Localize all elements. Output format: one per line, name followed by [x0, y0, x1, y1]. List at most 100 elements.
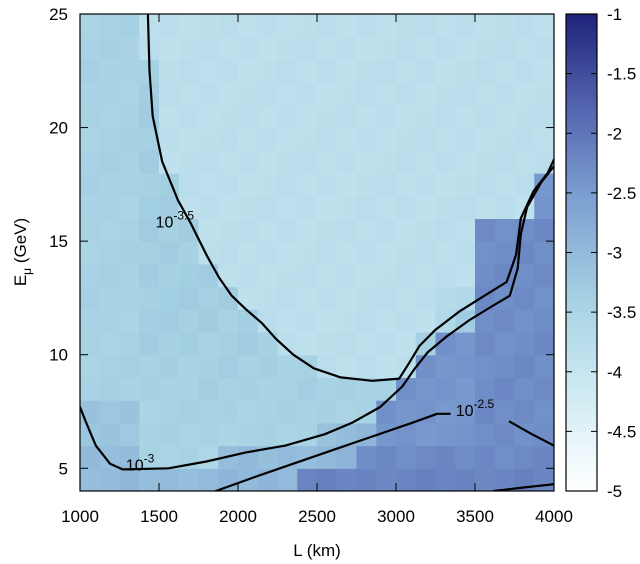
heatmap-cell	[277, 263, 298, 288]
heatmap-cell	[80, 150, 101, 174]
heatmap-cell	[396, 445, 417, 469]
heatmap-cell	[297, 150, 318, 174]
heatmap-cell	[356, 286, 377, 310]
heatmap-cell	[317, 400, 338, 424]
heatmap-cell	[514, 400, 535, 424]
heatmap-cell	[80, 14, 101, 38]
heatmap-cell	[455, 173, 476, 197]
heatmap-cell	[139, 400, 160, 424]
heatmap-cell	[317, 127, 338, 151]
heatmap-cell	[238, 59, 259, 83]
heatmap-cell	[336, 332, 358, 356]
heatmap-cell	[494, 377, 516, 401]
heatmap-cell	[277, 354, 298, 379]
heatmap-cell	[80, 36, 101, 61]
heatmap-cell	[198, 59, 219, 83]
heatmap-cell	[297, 127, 318, 151]
heatmap-cell	[119, 59, 140, 83]
heatmap-cell	[119, 82, 140, 106]
heatmap-cell	[494, 445, 516, 469]
heatmap-cell	[80, 104, 101, 129]
heatmap-cell	[139, 218, 160, 242]
heatmap-cell	[198, 173, 219, 197]
heatmap-cell	[198, 127, 219, 151]
heatmap-cell	[159, 241, 180, 265]
heatmap-cell	[178, 82, 200, 106]
heatmap-cell	[455, 332, 476, 356]
heatmap-cell	[435, 445, 456, 469]
heatmap-cell	[455, 59, 476, 83]
heatmap-cell	[475, 332, 496, 356]
heatmap-cell	[415, 377, 437, 401]
heatmap-cell	[396, 263, 417, 288]
heatmap-cell	[277, 82, 298, 106]
heatmap-cell	[317, 422, 338, 447]
heatmap-cell	[435, 332, 456, 356]
heatmap-cell	[336, 241, 358, 265]
heatmap-cell	[178, 104, 200, 129]
heatmap-cell	[297, 241, 318, 265]
heatmap-cell	[178, 59, 200, 83]
heatmap-cell	[238, 104, 259, 129]
heatmap-cell	[80, 127, 101, 151]
colorbar-tick-label: -3	[607, 244, 622, 263]
heatmap-cell	[159, 286, 180, 310]
heatmap-cell	[80, 354, 101, 379]
heatmap-cell	[119, 400, 140, 424]
heatmap-cell	[277, 127, 298, 151]
heatmap-cell	[297, 218, 318, 242]
heatmap-cell	[494, 82, 516, 106]
heatmap-cell	[455, 263, 476, 288]
heatmap-cell	[297, 36, 318, 61]
heatmap-cell	[514, 14, 535, 38]
heatmap-cell	[80, 218, 101, 242]
heatmap-cell	[514, 150, 535, 174]
heatmap-cell	[139, 422, 160, 447]
heatmap-cell	[119, 377, 140, 401]
heatmap-cells	[80, 14, 554, 491]
heatmap-cell	[336, 14, 358, 38]
heatmap-cell	[257, 445, 279, 469]
contour-label: 10-3	[126, 452, 155, 475]
heatmap-cell	[494, 36, 516, 61]
colorbar-tick-label: -4	[607, 363, 622, 382]
heatmap-cell	[415, 354, 437, 379]
heatmap-cell	[198, 445, 219, 469]
heatmap-cell	[257, 354, 279, 379]
heatmap-cell	[494, 173, 516, 197]
heatmap-cell	[277, 173, 298, 197]
contour-line	[492, 483, 554, 491]
heatmap-cell	[139, 241, 160, 265]
heatmap-cell	[139, 354, 160, 379]
heatmap-cell	[198, 150, 219, 174]
heatmap-cell	[435, 241, 456, 265]
heatmap-cell	[415, 14, 437, 38]
heatmap-cell	[494, 218, 516, 242]
heatmap-cell	[356, 354, 377, 379]
heatmap-cell	[218, 241, 239, 265]
heatmap-cell	[178, 286, 200, 310]
heatmap-cell	[159, 82, 180, 106]
heatmap-cell	[317, 286, 338, 310]
heatmap-cell	[376, 241, 397, 265]
heatmap-cell	[396, 332, 417, 356]
heatmap-cell	[99, 218, 121, 242]
heatmap-cell	[99, 354, 121, 379]
heatmap-cell	[80, 195, 101, 220]
heatmap-cell	[534, 468, 554, 491]
heatmap-cell	[356, 332, 377, 356]
heatmap-cell	[238, 286, 259, 310]
heatmap-cell	[475, 59, 496, 83]
heatmap-cell	[178, 36, 200, 61]
heatmap-cell	[99, 36, 121, 61]
heatmap-cell	[257, 218, 279, 242]
heatmap-cell	[198, 354, 219, 379]
heatmap-cell	[139, 127, 160, 151]
heatmap-cell	[119, 332, 140, 356]
heatmap-cell	[178, 241, 200, 265]
heatmap-cell	[514, 173, 535, 197]
heatmap-cell	[139, 173, 160, 197]
heatmap-cell	[534, 14, 554, 38]
heatmap-cell	[238, 173, 259, 197]
heatmap-cell	[435, 263, 456, 288]
